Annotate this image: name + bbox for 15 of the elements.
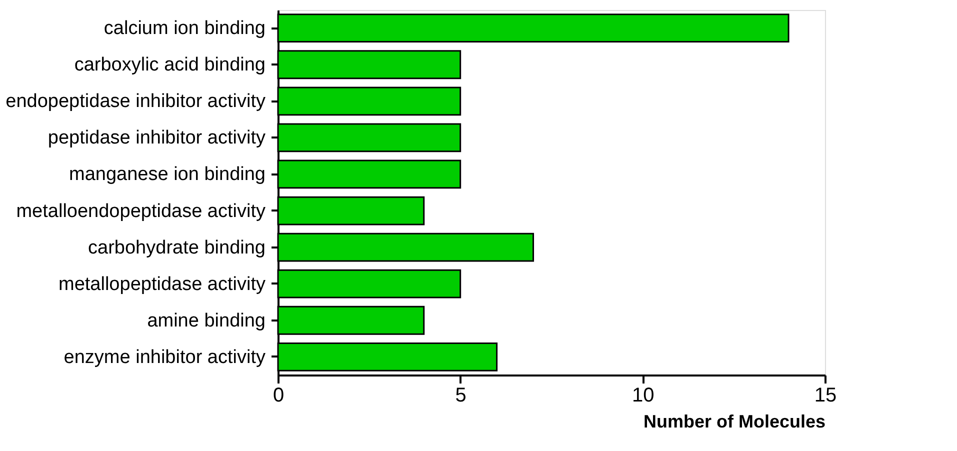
y-tick-label: enzyme inhibitor activity [64,346,266,368]
y-tick-label: endopeptidase inhibitor activity [6,91,266,112]
y-tick-label: peptidase inhibitor activity [48,128,266,149]
x-tick-label: 10 [632,384,654,406]
y-tick-label: carboxylic acid binding [74,54,266,76]
y-tick-label: amine binding [147,310,266,332]
y-tick-label: calcium ion binding [104,18,266,40]
x-axis-title: Number of Molecules [643,412,826,432]
y-tick-label: carbohydrate binding [88,237,266,258]
x-tick-label: 15 [814,384,837,406]
y-tick-label: metallopeptidase activity [58,274,266,295]
x-tick-label: 0 [272,384,284,406]
x-tick-label: 5 [455,384,466,406]
y-tick-label: metalloendopeptidase activity [16,200,266,222]
y-tick-label: manganese ion binding [69,164,266,186]
